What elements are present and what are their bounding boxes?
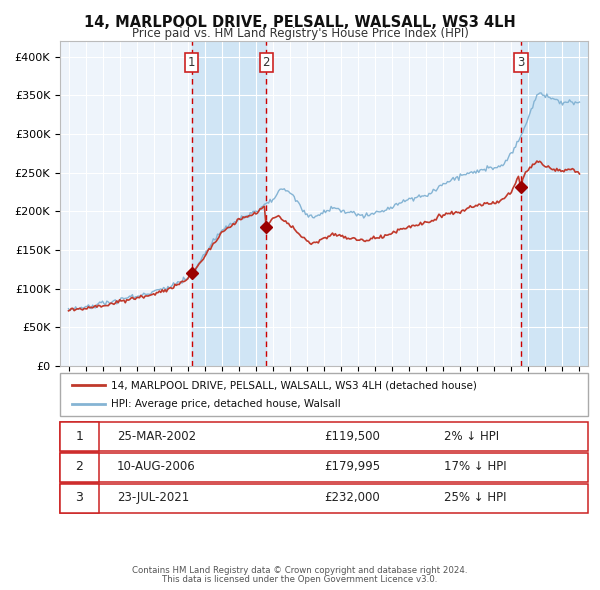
Text: 2% ↓ HPI: 2% ↓ HPI	[444, 430, 499, 442]
Bar	[521, 41, 588, 366]
Text: Price paid vs. HM Land Registry's House Price Index (HPI): Price paid vs. HM Land Registry's House …	[131, 27, 469, 40]
Text: £179,995: £179,995	[324, 460, 380, 473]
Text: 14, MARLPOOL DRIVE, PELSALL, WALSALL, WS3 4LH (detached house): 14, MARLPOOL DRIVE, PELSALL, WALSALL, WS…	[111, 381, 477, 391]
Text: 23-JUL-2021: 23-JUL-2021	[117, 491, 189, 504]
Text: 17% ↓ HPI: 17% ↓ HPI	[444, 460, 506, 473]
Text: £232,000: £232,000	[324, 491, 380, 504]
Text: £119,500: £119,500	[324, 430, 380, 442]
Text: 2: 2	[263, 56, 270, 69]
Text: This data is licensed under the Open Government Licence v3.0.: This data is licensed under the Open Gov…	[163, 575, 437, 584]
Text: 25-MAR-2002: 25-MAR-2002	[117, 430, 196, 442]
Text: 2: 2	[76, 460, 83, 473]
Bar	[191, 41, 266, 366]
Text: 25% ↓ HPI: 25% ↓ HPI	[444, 491, 506, 504]
Text: HPI: Average price, detached house, Walsall: HPI: Average price, detached house, Wals…	[111, 399, 341, 409]
Text: Contains HM Land Registry data © Crown copyright and database right 2024.: Contains HM Land Registry data © Crown c…	[132, 566, 468, 575]
Text: 3: 3	[76, 491, 83, 504]
Text: 1: 1	[188, 56, 196, 69]
Text: 3: 3	[517, 56, 524, 69]
Text: 1: 1	[76, 430, 83, 442]
Text: 10-AUG-2006: 10-AUG-2006	[117, 460, 196, 473]
Text: 14, MARLPOOL DRIVE, PELSALL, WALSALL, WS3 4LH: 14, MARLPOOL DRIVE, PELSALL, WALSALL, WS…	[84, 15, 516, 30]
